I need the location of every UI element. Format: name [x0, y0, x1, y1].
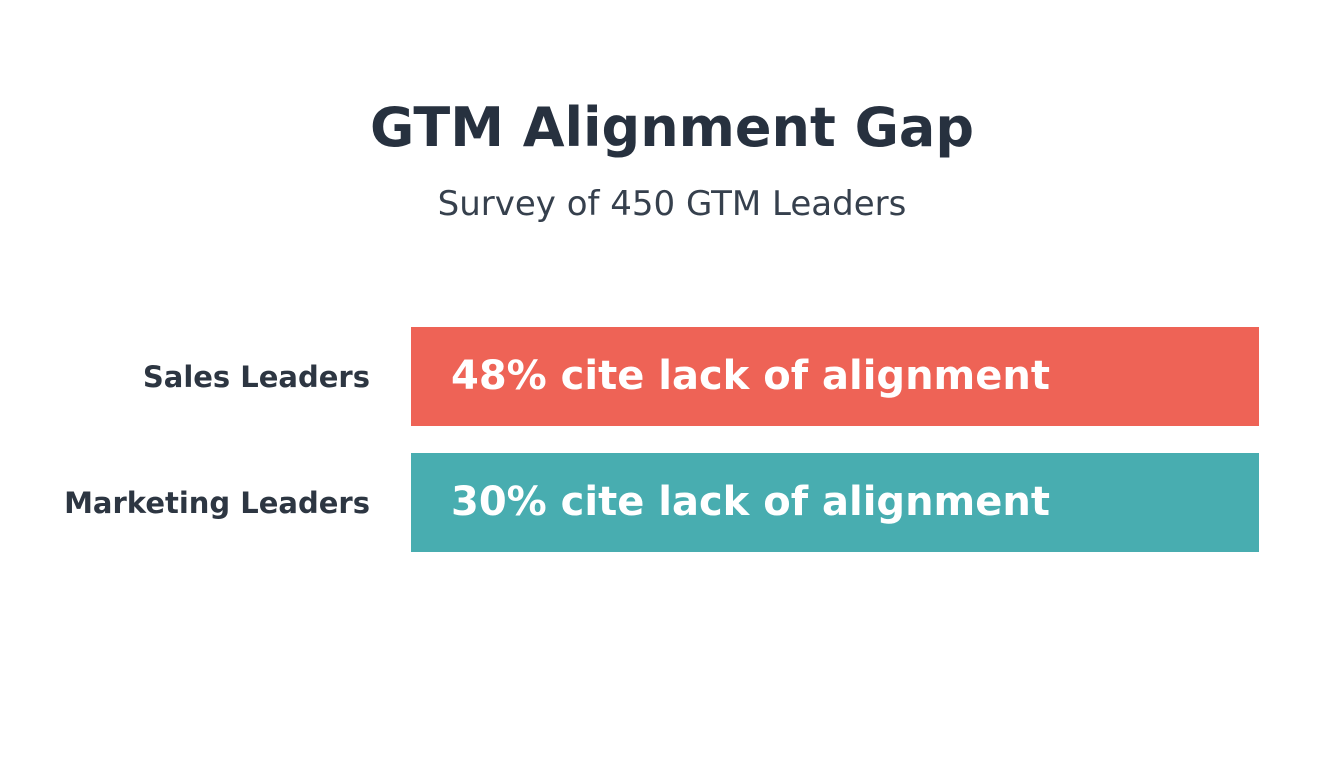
bar-marketing-leaders: 30% cite lack of alignment [411, 453, 1259, 552]
category-label-sales-leaders: Sales Leaders [142, 359, 370, 394]
bar-data-label-marketing-leaders: 30% cite lack of alignment [451, 479, 1050, 525]
chart-subtitle: Survey of 450 GTM Leaders [437, 184, 907, 224]
bar-sales-leaders: 48% cite lack of alignment [411, 327, 1259, 426]
bar-data-label-sales-leaders: 48% cite lack of alignment [451, 353, 1050, 399]
chart-title: GTM Alignment Gap [369, 96, 975, 159]
category-label-marketing-leaders: Marketing Leaders [64, 485, 370, 520]
